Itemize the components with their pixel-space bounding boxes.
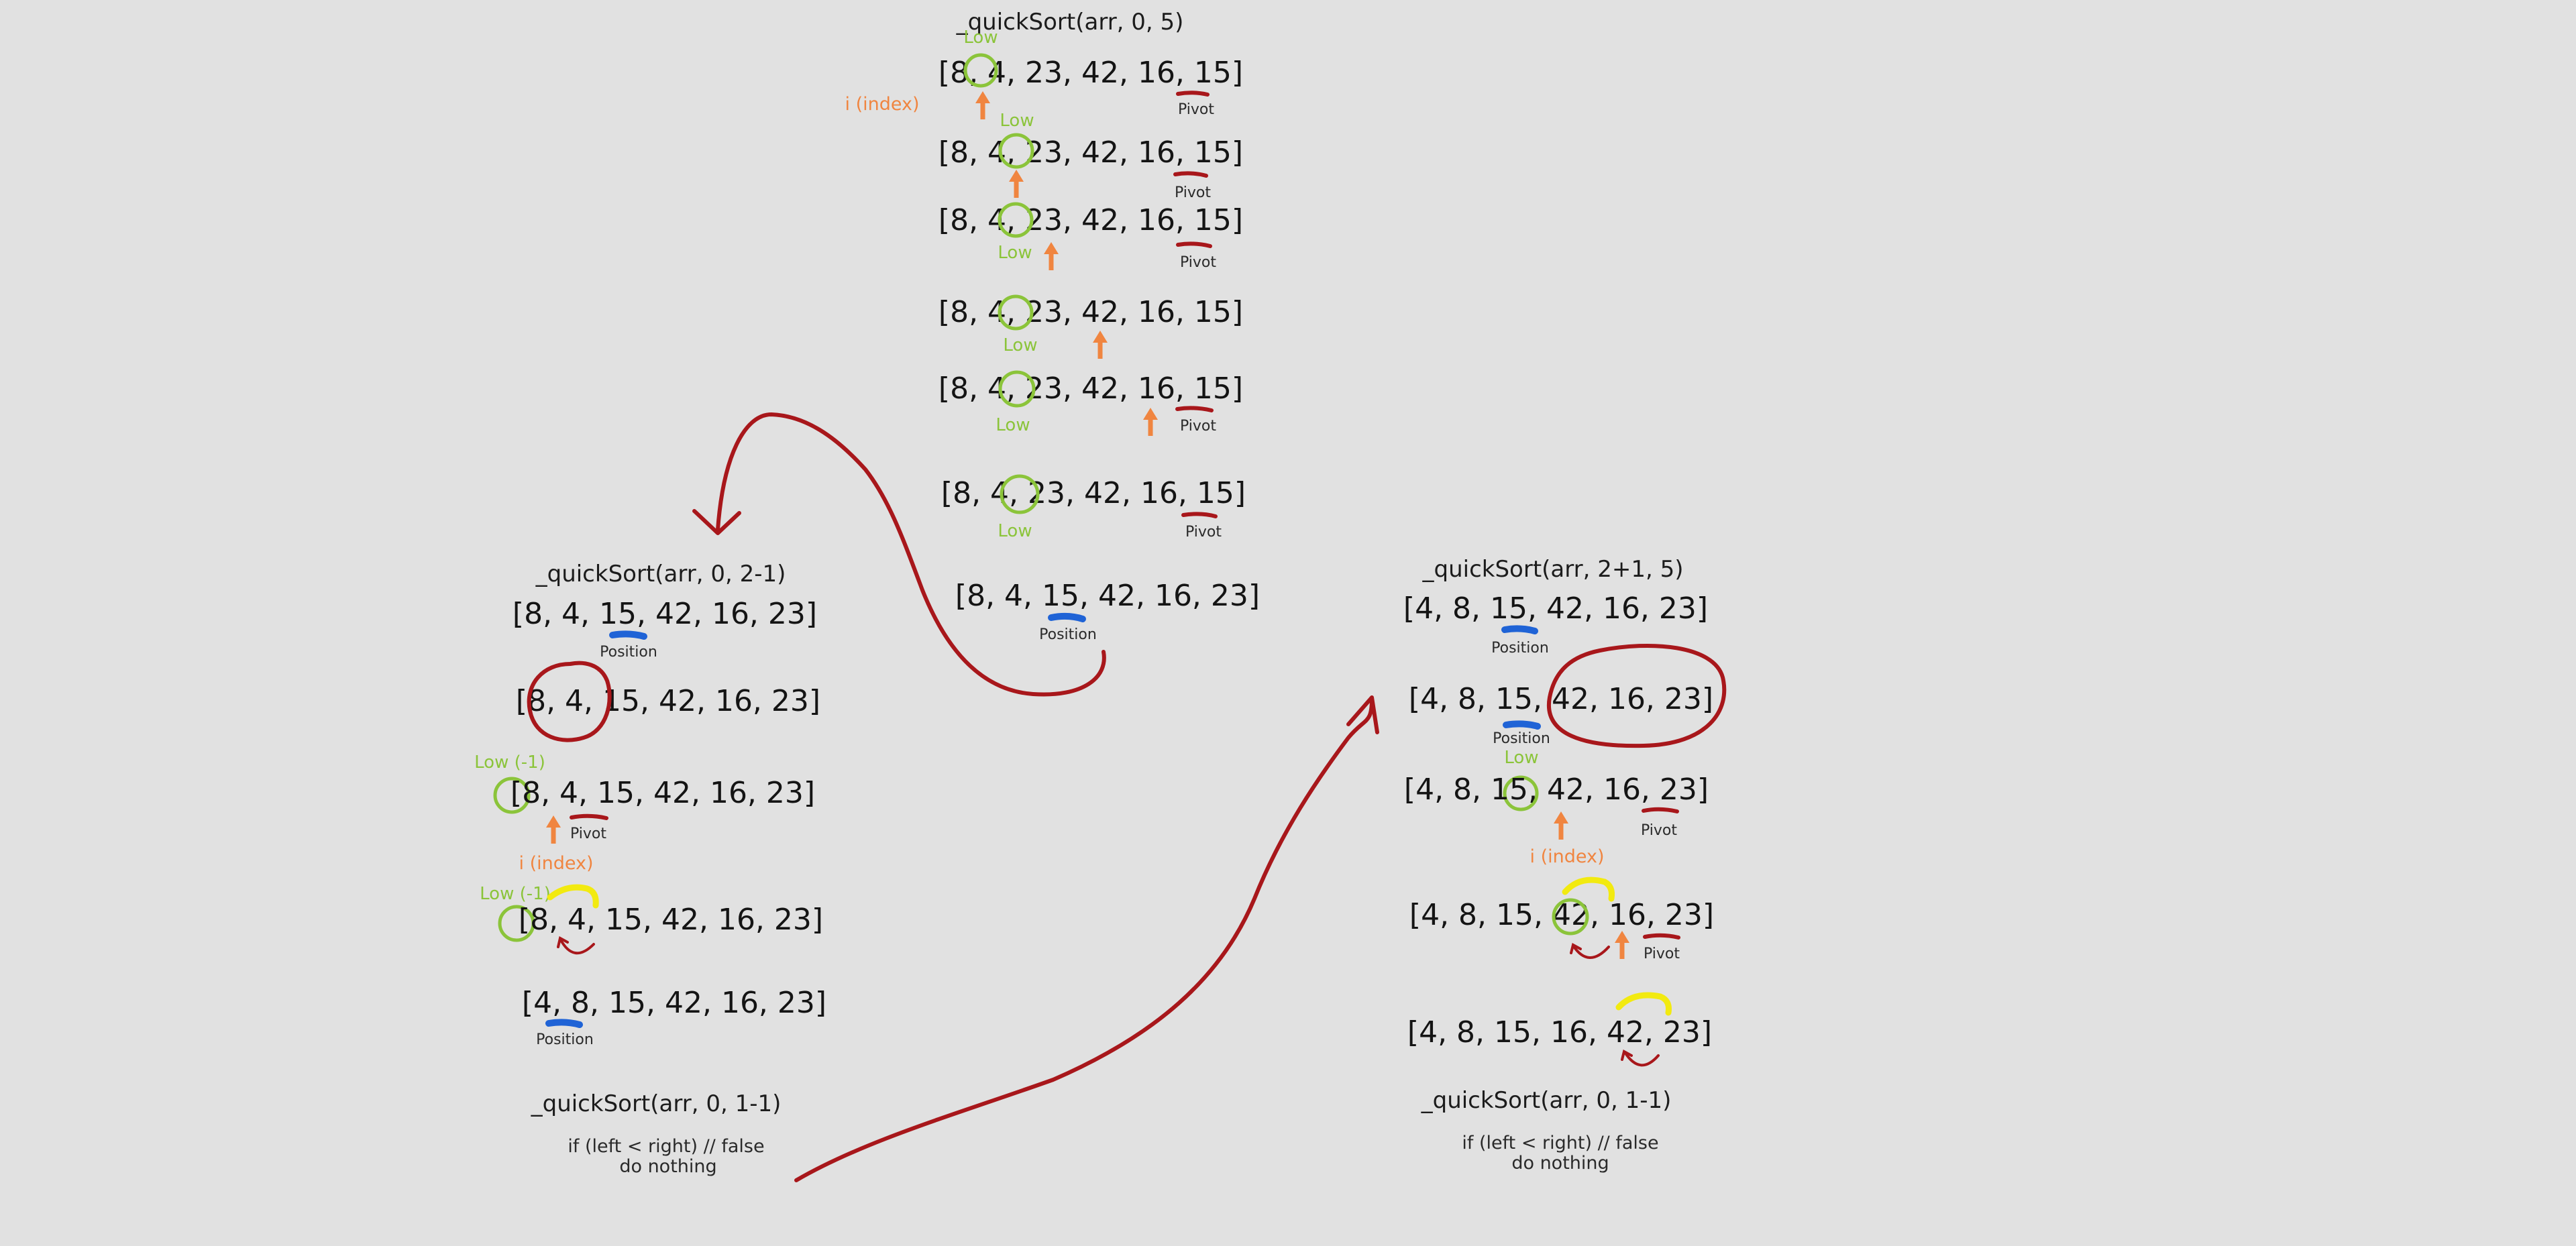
recurse-left-arrow [716,412,1106,697]
right-condition-note: if (left < right) // false [1462,1133,1658,1153]
right-swap-arrow-2 [1623,1051,1660,1067]
right-swap-arrowhead-1 [1570,943,1582,954]
recurse-right-arrowhead [1346,695,1379,734]
right-array-row-3: [4, 8, 15, 42, 16, 23] [1404,773,1709,807]
right-low-circle-2 [1552,898,1589,936]
right-index-arrow-1 [1554,811,1568,840]
top-pivot-underline-5 [1175,406,1214,412]
recurse-left-arrowhead [692,509,741,535]
right-call-label: _quickSort(arr, 2+1, 5) [1422,556,1684,583]
recurse-right-arrow [794,697,1374,1182]
right-low-circle-1 [1503,775,1539,811]
right-pivot-label-2: Pivot [1644,946,1680,962]
left-low-minus-label-1: Low (-1) [474,752,545,773]
top-array-row-2: [8, 4, 23, 42, 16, 15] [938,135,1243,170]
top-index-arrow-3 [1044,242,1059,270]
right-pivot-underline-2 [1643,933,1680,940]
top-pivot-underline-3 [1176,241,1212,248]
right-subarray-circle [1546,644,1727,748]
left-index-arrow [546,815,561,844]
top-pivot-underline-1 [1176,91,1210,97]
top-low-label-2: Low [1000,111,1034,131]
left-swap-arrow [559,938,595,955]
top-array-row-4: [8, 4, 23, 42, 16, 15] [938,295,1243,329]
left-subarray-circle [527,661,612,742]
left-condition-note: if (left < right) // false [568,1136,764,1157]
left-array-row-3: [8, 4, 15, 42, 16, 23] [511,776,815,810]
top-low-circle-4 [998,294,1034,331]
left-array-row-1: [8, 4, 15, 42, 16, 23] [513,597,817,631]
top-low-label-3: Low [998,243,1032,263]
left-partition-column: _quickSort(arr, 0, 2-1) [8, 4, 15, 42, 1… [474,561,826,1177]
right-position-label-2: Position [1493,730,1550,747]
right-low-label: Low [1504,748,1538,768]
left-low-circle-1 [493,777,531,814]
top-pivot-label-3: Pivot [1180,254,1216,271]
right-pivot-underline-1 [1642,807,1679,813]
top-low-circle-6 [1000,474,1040,514]
top-position-underline [1048,612,1086,622]
top-pivot-underline-2 [1173,171,1208,178]
top-low-circle-3 [998,202,1034,238]
right-swap-highlight-1 [1562,876,1615,902]
top-array-row-3: [8, 4, 23, 42, 16, 15] [938,203,1243,237]
right-array-row-2: [4, 8, 15, 42, 16, 23] [1409,682,1713,716]
right-pivot-label-1: Pivot [1641,822,1677,839]
right-position-underline-1 [1501,625,1538,634]
top-call-label: _quickSort(arr, 0, 5) [956,9,1184,36]
left-pivot-underline [570,813,608,820]
left-base-case-call: _quickSort(arr, 0, 1-1) [531,1090,782,1117]
top-index-arrow-1 [975,91,990,119]
top-index-arrow-2 [1009,170,1024,198]
top-low-label-6: Low [998,521,1032,541]
left-swap-highlight [547,884,599,909]
top-pivot-label-5: Pivot [1180,418,1216,435]
left-call-label: _quickSort(arr, 0, 2-1) [535,561,786,587]
top-array-row-7: [8, 4, 15, 42, 16, 23] [955,579,1260,613]
left-do-nothing-note: do nothing [619,1156,716,1177]
top-index-arrow-4 [1093,331,1108,359]
right-swap-highlight-2 [1615,992,1672,1016]
top-low-circle-1 [963,53,998,88]
left-swap-arrowhead [557,936,569,948]
right-index-arrow-2 [1615,931,1629,959]
right-array-row-1: [4, 8, 15, 42, 16, 23] [1403,591,1708,626]
right-swap-arrow-1 [1572,944,1610,959]
top-low-label-1: Low [963,27,998,48]
top-array-row-5: [8, 4, 23, 42, 16, 15] [938,372,1243,406]
top-array-row-6: [8, 4, 23, 42, 16, 15] [941,476,1246,510]
left-array-row-5: [4, 8, 15, 42, 16, 23] [522,986,826,1020]
left-position-label-2: Position [536,1031,594,1048]
top-position-label: Position [1039,626,1097,643]
top-pivot-label-2: Pivot [1175,184,1211,201]
right-position-underline-2 [1503,720,1541,730]
left-array-row-2: [8, 4, 15, 42, 16, 23] [516,684,820,718]
top-pivot-label-1: Pivot [1178,101,1214,118]
left-array-row-4: [8, 4, 15, 42, 16, 23] [519,903,823,937]
top-low-circle-5 [998,370,1036,408]
top-index-label: i (index) [845,94,919,115]
left-low-minus-label-2: Low (-1) [480,884,551,904]
left-position-underline-2 [545,1019,583,1028]
left-pivot-label: Pivot [570,826,606,842]
right-position-label-1: Position [1491,640,1549,657]
left-position-label-1: Position [600,644,657,661]
top-low-circle-2 [998,133,1034,169]
right-index-label: i (index) [1529,846,1604,867]
top-low-label-4: Low [1003,335,1037,355]
top-pivot-label-6: Pivot [1185,524,1222,541]
top-pivot-underline-6 [1181,512,1218,518]
left-low-circle-2 [498,905,535,942]
top-low-label-5: Low [996,415,1030,435]
right-swap-arrowhead-2 [1621,1050,1633,1061]
left-position-underline-1 [609,630,647,640]
right-array-row-5: [4, 8, 15, 16, 42, 23] [1407,1015,1712,1050]
right-do-nothing-note: do nothing [1511,1153,1609,1174]
right-base-case-call: _quickSort(arr, 0, 1-1) [1421,1087,1672,1114]
top-partition-column: _quickSort(arr, 0, 5) [8, 4, 23, 42, 16,… [845,9,1260,643]
top-index-arrow-5 [1143,408,1158,436]
right-partition-column: _quickSort(arr, 2+1, 5) [4, 8, 15, 42, 1… [1403,556,1727,1174]
left-index-label: i (index) [519,853,593,874]
